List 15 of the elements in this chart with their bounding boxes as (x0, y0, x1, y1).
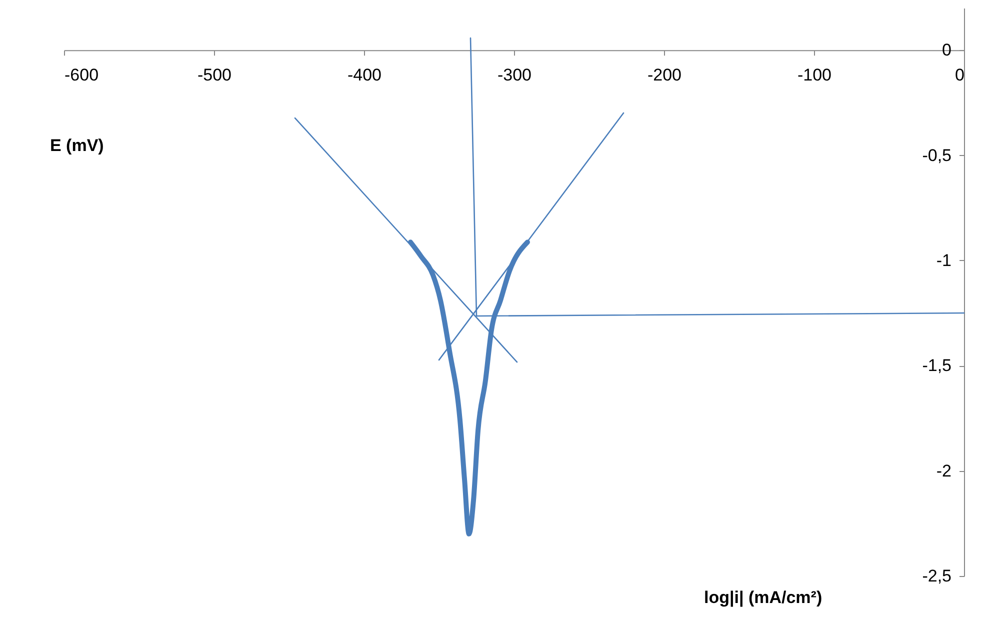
y-tick-label: -2,5 (922, 566, 952, 586)
x-tick-label: -500 (197, 66, 232, 85)
x-tick-label: -200 (647, 66, 682, 85)
y-tick-label: -2 (936, 461, 952, 480)
y-tick-label: 0 (942, 40, 952, 60)
y-axis-title: E (mV) (50, 136, 104, 155)
x-axis-title: log|i| (mA/cm²) (704, 588, 822, 607)
y-tick-label: -1,5 (922, 356, 952, 376)
x-tick-label: -300 (497, 66, 532, 85)
x-tick-label: -100 (797, 66, 832, 85)
x-tick-label: -400 (347, 66, 382, 85)
y-tick-label: -0,5 (922, 146, 952, 165)
y-tick-label: -1 (936, 250, 952, 270)
x-tick-label: 0 (955, 66, 964, 85)
x-tick-label: -600 (64, 66, 99, 85)
